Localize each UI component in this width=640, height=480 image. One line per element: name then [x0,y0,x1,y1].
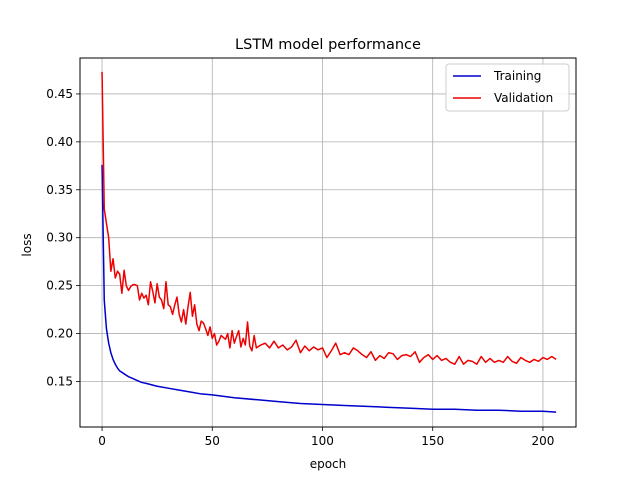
x-tick-label: 100 [311,434,334,448]
y-tick-label: 0.35 [46,183,73,197]
y-tick-label: 0.30 [46,231,73,245]
y-tick-label: 0.15 [46,374,73,388]
y-tick-label: 0.20 [46,327,73,341]
y-tick-label: 0.40 [46,135,73,149]
x-axis: 0 50 100 150 200 [98,427,554,448]
legend-label-training: Training [493,69,541,83]
y-tick-label: 0.45 [46,87,73,101]
x-tick-label: 0 [98,434,106,448]
x-axis-label: epoch [310,457,347,471]
y-axis-label: loss [20,233,34,256]
y-tick-label: 0.25 [46,279,73,293]
y-axis: 0.15 0.20 0.25 0.30 0.35 0.40 0.45 [46,87,80,388]
legend-label-validation: Validation [494,91,553,105]
plot-frame [79,57,577,428]
x-tick-label: 200 [531,434,554,448]
series-line-validation [101,71,557,365]
legend: Training Validation [445,63,570,112]
chart-title: LSTM model performance [235,37,421,53]
x-tick-label: 150 [421,434,444,448]
grid-lines [80,58,576,427]
series-line-training [101,164,557,413]
series-layer [101,71,557,413]
x-tick-label: 50 [205,434,220,448]
